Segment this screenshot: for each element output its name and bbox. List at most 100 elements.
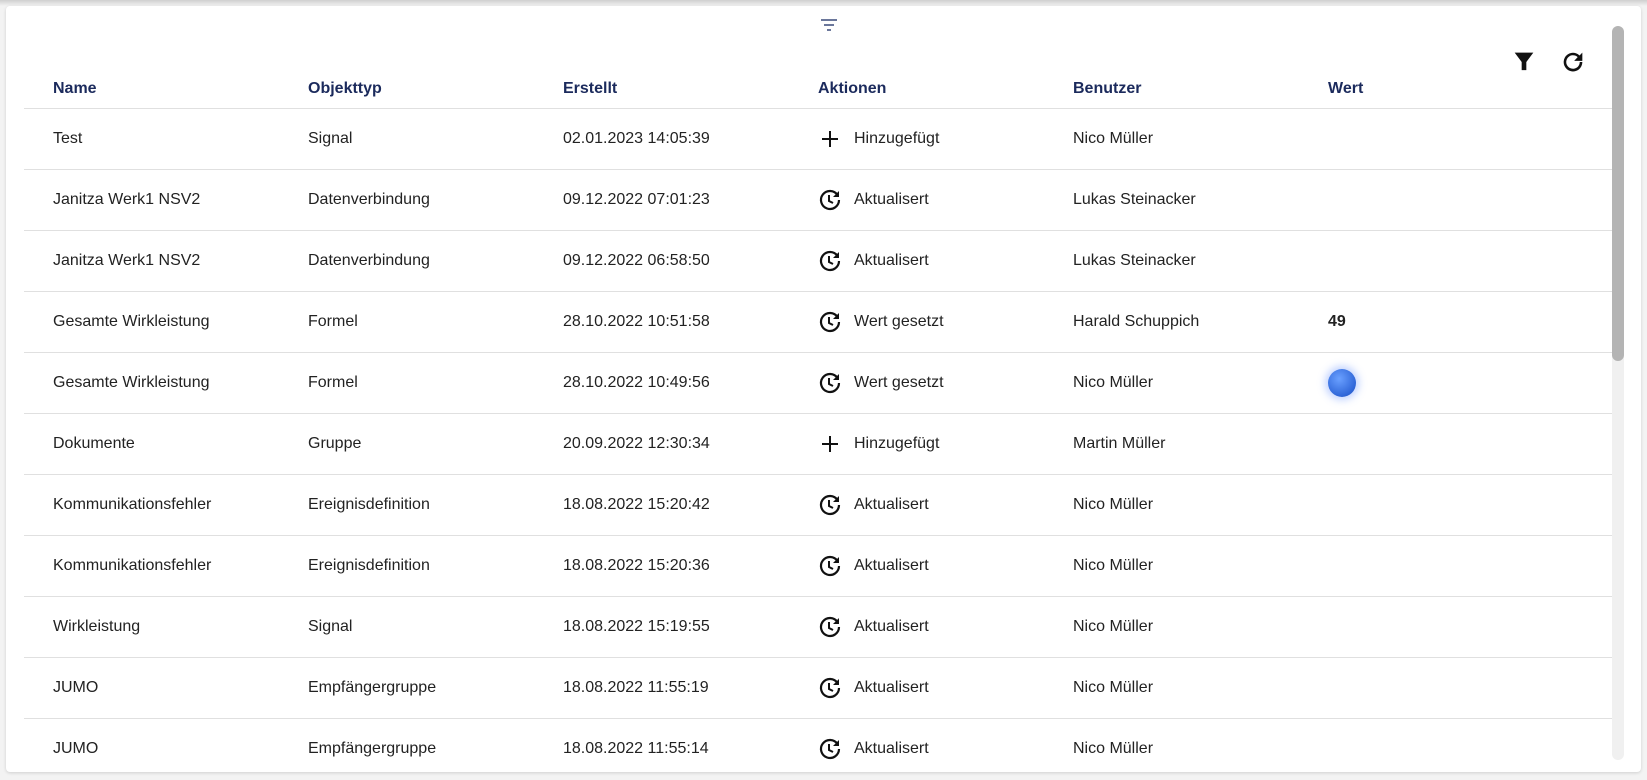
cell-user: Nico Müller <box>1044 352 1299 414</box>
cell-value: 49 <box>1299 291 1619 353</box>
update-history-icon <box>819 494 841 516</box>
cell-action: Aktualisert <box>789 718 1044 772</box>
cell-value <box>1299 718 1619 772</box>
update-history-icon <box>819 616 841 638</box>
action-label: Hinzugefügt <box>854 130 940 147</box>
cell-value <box>1299 657 1619 719</box>
cell-type: Formel <box>279 291 534 353</box>
cell-user: Nico Müller <box>1044 596 1299 658</box>
table-row[interactable]: Gesamte Wirkleistung Formel 28.10.2022 1… <box>24 352 1619 414</box>
table-row[interactable]: Kommunikationsfehler Ereignisdefinition … <box>24 474 1619 536</box>
column-header-objekttyp[interactable]: Objekttyp <box>279 56 534 109</box>
cell-action: Aktualisert <box>789 230 1044 292</box>
value-text: 49 <box>1328 313 1346 330</box>
cell-action: Wert gesetzt <box>789 352 1044 414</box>
cell-user: Nico Müller <box>1044 657 1299 719</box>
cell-created: 18.08.2022 15:20:36 <box>534 535 789 597</box>
cell-name: Dokumente <box>24 413 279 475</box>
cell-created: 09.12.2022 06:58:50 <box>534 230 789 292</box>
plus-icon <box>822 131 838 147</box>
cell-type: Signal <box>279 108 534 170</box>
table-row[interactable]: Kommunikationsfehler Ereignisdefinition … <box>24 535 1619 597</box>
cell-created: 18.08.2022 15:19:55 <box>534 596 789 658</box>
cell-action: Aktualisert <box>789 169 1044 231</box>
cell-type: Gruppe <box>279 413 534 475</box>
update-history-icon <box>819 738 841 760</box>
action-label: Wert gesetzt <box>854 374 944 391</box>
cell-name: Test <box>24 108 279 170</box>
cell-type: Empfängergruppe <box>279 718 534 772</box>
cell-user: Nico Müller <box>1044 718 1299 772</box>
update-history-icon <box>819 250 841 272</box>
cell-action: Wert gesetzt <box>789 291 1044 353</box>
column-header-name[interactable]: Name <box>24 56 279 109</box>
table-row[interactable]: Janitza Werk1 NSV2 Datenverbindung 09.12… <box>24 230 1619 292</box>
cell-user: Harald Schuppich <box>1044 291 1299 353</box>
cell-action: Aktualisert <box>789 474 1044 536</box>
action-label: Aktualisert <box>854 496 929 513</box>
value-indicator-dot[interactable] <box>1328 369 1356 397</box>
cell-user: Nico Müller <box>1044 474 1299 536</box>
column-header-erstellt[interactable]: Erstellt <box>534 56 789 109</box>
action-label: Aktualisert <box>854 252 929 269</box>
sort-lines-icon[interactable] <box>817 16 841 34</box>
cell-created: 18.08.2022 11:55:19 <box>534 657 789 719</box>
cell-value <box>1299 413 1619 475</box>
cell-action: Aktualisert <box>789 535 1044 597</box>
cell-name: Gesamte Wirkleistung <box>24 352 279 414</box>
table-row[interactable]: JUMO Empfängergruppe 18.08.2022 11:55:19… <box>24 657 1619 719</box>
cell-created: 28.10.2022 10:49:56 <box>534 352 789 414</box>
action-label: Aktualisert <box>854 740 929 757</box>
cell-user: Lukas Steinacker <box>1044 230 1299 292</box>
update-history-icon <box>819 555 841 577</box>
column-header-benutzer[interactable]: Benutzer <box>1044 56 1299 109</box>
action-label: Aktualisert <box>854 557 929 574</box>
cell-action: Aktualisert <box>789 657 1044 719</box>
cell-action: Aktualisert <box>789 596 1044 658</box>
table-row[interactable]: Janitza Werk1 NSV2 Datenverbindung 09.12… <box>24 169 1619 231</box>
cell-name: Kommunikationsfehler <box>24 535 279 597</box>
cell-value <box>1299 230 1619 292</box>
table-row[interactable]: Wirkleistung Signal 18.08.2022 15:19:55 … <box>24 596 1619 658</box>
cell-type: Datenverbindung <box>279 169 534 231</box>
cell-name: Wirkleistung <box>24 596 279 658</box>
table-header-row: Name Objekttyp Erstellt Aktionen Benutzer Wer… <box>24 56 1619 109</box>
table-row[interactable]: Dokumente Gruppe 20.09.2022 12:30:34 Hin… <box>24 413 1619 475</box>
cell-created: 02.01.2023 14:05:39 <box>534 108 789 170</box>
update-history-icon <box>819 189 841 211</box>
column-header-wert[interactable]: Wert <box>1299 56 1619 109</box>
update-history-icon <box>819 372 841 394</box>
cell-action: Hinzugefügt <box>789 413 1044 475</box>
cell-created: 28.10.2022 10:51:58 <box>534 291 789 353</box>
update-history-icon <box>819 677 841 699</box>
cell-created: 09.12.2022 07:01:23 <box>534 169 789 231</box>
action-label: Aktualisert <box>854 679 929 696</box>
action-label: Aktualisert <box>854 191 929 208</box>
cell-name: Janitza Werk1 NSV2 <box>24 230 279 292</box>
plus-icon <box>822 436 838 452</box>
cell-user: Lukas Steinacker <box>1044 169 1299 231</box>
column-header-aktionen[interactable]: Aktionen <box>789 56 1044 109</box>
action-label: Aktualisert <box>854 618 929 635</box>
cell-user: Nico Müller <box>1044 108 1299 170</box>
cell-type: Ereignisdefinition <box>279 535 534 597</box>
cell-type: Datenverbindung <box>279 230 534 292</box>
cell-name: JUMO <box>24 718 279 772</box>
cell-user: Nico Müller <box>1044 535 1299 597</box>
table-row[interactable]: Test Signal 02.01.2023 14:05:39 Hinzugef… <box>24 108 1619 170</box>
cell-value <box>1299 535 1619 597</box>
cell-created: 20.09.2022 12:30:34 <box>534 413 789 475</box>
cell-value <box>1299 474 1619 536</box>
cell-type: Empfängergruppe <box>279 657 534 719</box>
vertical-scrollbar[interactable] <box>1612 26 1624 760</box>
table-row[interactable]: JUMO Empfängergruppe 18.08.2022 11:55:14… <box>24 718 1619 772</box>
cell-name: JUMO <box>24 657 279 719</box>
cell-created: 18.08.2022 11:55:14 <box>534 718 789 772</box>
table-row[interactable]: Gesamte Wirkleistung Formel 28.10.2022 1… <box>24 291 1619 353</box>
scrollbar-thumb[interactable] <box>1612 26 1624 361</box>
cell-value <box>1299 169 1619 231</box>
cell-value <box>1299 352 1619 414</box>
cell-type: Ereignisdefinition <box>279 474 534 536</box>
cell-name: Gesamte Wirkleistung <box>24 291 279 353</box>
cell-action: Hinzugefügt <box>789 108 1044 170</box>
